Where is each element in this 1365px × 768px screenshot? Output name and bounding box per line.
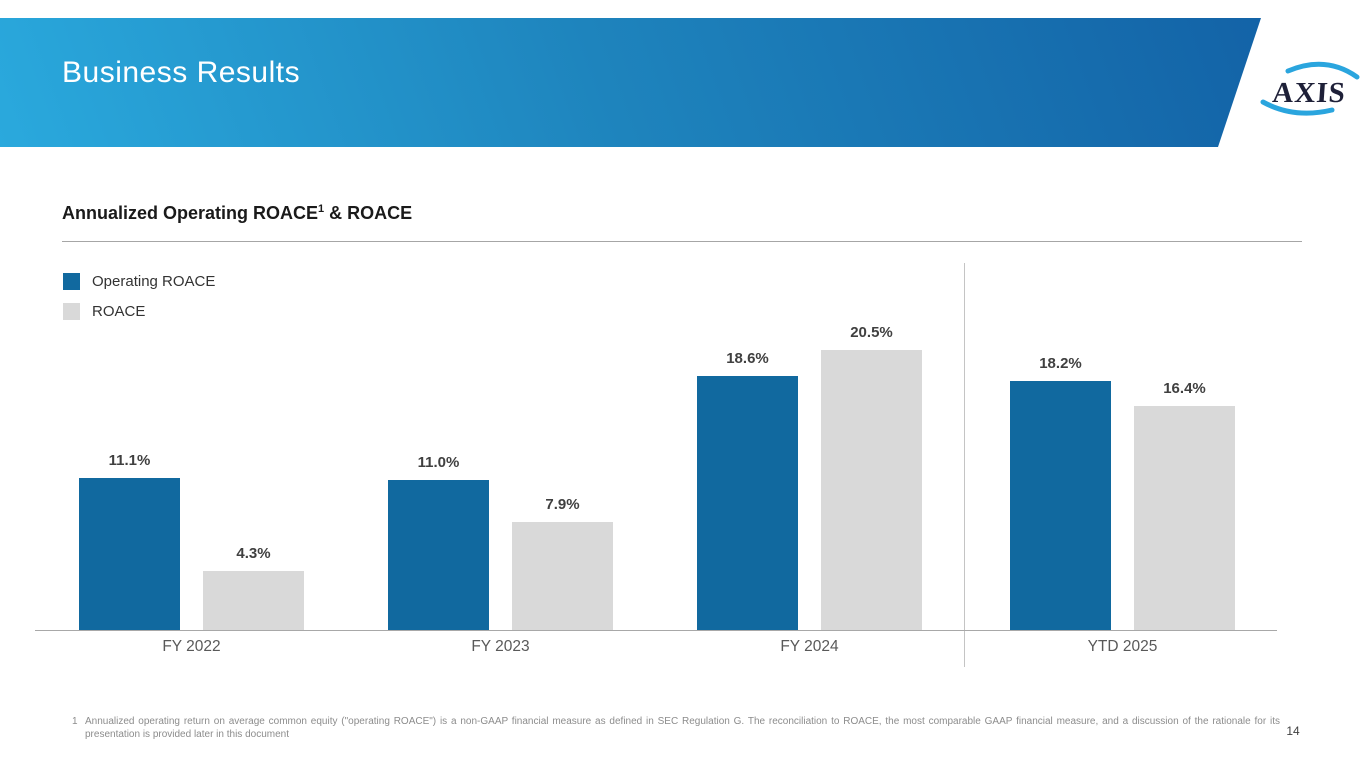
chart-title-suffix: & ROACE xyxy=(324,203,413,223)
bar-operating-roace-fy-2022 xyxy=(79,478,180,630)
title-underline xyxy=(62,241,1302,242)
bar-value-label: 11.1% xyxy=(108,452,151,469)
legend-label: ROACE xyxy=(92,302,146,320)
axis-logo: AXIS xyxy=(1260,61,1360,116)
x-axis-line xyxy=(35,630,1277,631)
legend-item-operating-roace: Operating ROACE xyxy=(63,266,215,296)
logo-text: AXIS xyxy=(1271,77,1346,109)
bar-value-label: 4.3% xyxy=(236,545,271,562)
bar-operating-roace-ytd-2025 xyxy=(1010,381,1111,630)
bar-roace-fy-2023 xyxy=(512,522,613,630)
footnote-text: Annualized operating return on average c… xyxy=(85,716,1280,740)
header-banner: Business Results xyxy=(0,18,1261,147)
legend-swatch-operating-roace xyxy=(63,272,80,290)
logo-swoosh-bottom-icon xyxy=(1260,99,1335,116)
footnote: 1 Annualized operating return on average… xyxy=(72,716,1280,741)
bar-roace-fy-2024 xyxy=(821,350,922,630)
bar-value-label: 11.0% xyxy=(417,454,460,471)
logo-swoosh-top-icon xyxy=(1285,61,1360,80)
legend-swatch-roace xyxy=(63,302,80,320)
bar-roace-ytd-2025 xyxy=(1134,406,1235,630)
chart-legend: Operating ROACE ROACE xyxy=(63,266,215,326)
footnote-number: 1 xyxy=(72,716,78,727)
bar-operating-roace-fy-2024 xyxy=(697,376,798,630)
ytd-separator-line xyxy=(964,263,965,667)
bar-value-label: 18.2% xyxy=(1039,355,1082,372)
category-label-fy-2023: FY 2023 xyxy=(471,638,530,655)
bar-roace-fy-2022 xyxy=(203,571,304,630)
bar-value-label: 20.5% xyxy=(850,324,893,341)
chart-title-footnote-ref: 1 xyxy=(318,203,325,215)
category-label-ytd-2025: YTD 2025 xyxy=(1087,638,1158,655)
legend-label: Operating ROACE xyxy=(92,272,216,290)
page-number: 14 xyxy=(1286,724,1300,738)
slide-title: Business Results xyxy=(62,56,301,89)
chart-title-main: Annualized Operating ROACE xyxy=(62,203,319,223)
category-label-fy-2022: FY 2022 xyxy=(162,638,221,655)
chart-title: Annualized Operating ROACE1 & ROACE xyxy=(62,203,412,224)
bar-value-label: 16.4% xyxy=(1163,380,1206,397)
category-label-fy-2024: FY 2024 xyxy=(780,638,839,655)
bar-operating-roace-fy-2023 xyxy=(388,480,489,630)
bar-value-label: 18.6% xyxy=(726,350,769,367)
bar-value-label: 7.9% xyxy=(545,496,580,513)
legend-item-roace: ROACE xyxy=(63,296,215,326)
